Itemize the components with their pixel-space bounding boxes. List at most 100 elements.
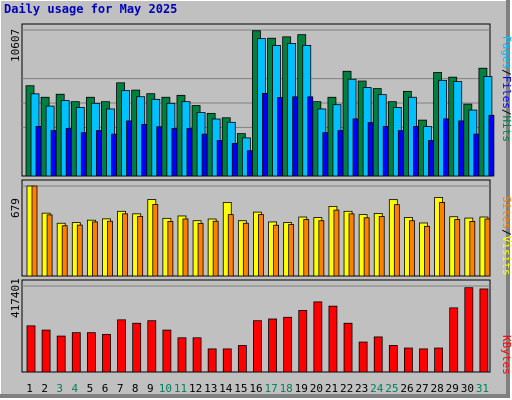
bar-kbytes-day-3 [56,335,66,373]
bar-kbytes-day-16 [253,320,262,373]
bar-sites-day-29 [454,219,461,277]
bar-pages-day-14 [231,142,238,177]
x-tick-day-27: 27 [415,382,428,395]
bar-sites-day-16 [258,214,264,277]
y-axis-max-labels: 10607 679 417401 [9,29,22,318]
x-tick-day-20: 20 [310,382,323,395]
bar-kbytes-day-28 [434,347,444,373]
legend-separator: / [500,69,512,76]
x-tick-day-6: 6 [102,382,109,395]
bar-pages-day-10 [171,128,178,177]
bar-sites-day-12 [197,222,204,277]
bar-kbytes-day-13 [207,348,217,373]
bar-pages-day-31 [488,114,495,177]
bar-sites-day-25 [393,204,400,277]
bar-pages-day-3 [65,128,72,177]
legend-separator: / [500,109,512,116]
legend-hits: Hits [500,116,512,143]
bar-pages-day-26 [413,126,419,177]
x-tick-day-25: 25 [385,382,398,395]
bar-kbytes-day-4 [71,332,81,373]
x-tick-day-2: 2 [41,382,48,395]
bar-sites-day-27 [424,225,430,277]
bar-kbytes-day-27 [419,348,428,373]
x-tick-day-31: 31 [476,382,489,395]
bar-kbytes-day-8 [132,322,142,373]
bar-sites-day-9 [152,204,159,277]
x-tick-day-24: 24 [370,382,384,395]
bar-pages-day-7 [126,120,132,177]
bar-pages-day-25 [397,130,404,177]
x-tick-day-8: 8 [132,382,139,395]
bar-kbytes-day-26 [404,347,413,373]
bar-pages-day-15 [246,150,253,177]
x-tick-day-19: 19 [295,382,308,395]
bar-sites-day-8 [137,215,144,277]
bar-pages-day-30 [473,133,480,177]
x-tick-day-22: 22 [340,382,353,395]
legend-separator: / [500,229,512,236]
x-tick-day-9: 9 [147,382,154,395]
bar-kbytes-day-25 [388,345,398,373]
bar-pages-day-5 [95,130,102,177]
bar-kbytes-day-23 [358,341,368,373]
x-tick-day-10: 10 [159,382,172,395]
bar-kbytes-day-24 [373,336,383,373]
bar-kbytes-day-5 [86,332,96,373]
bar-sites-day-7 [122,213,128,277]
x-tick-day-21: 21 [325,382,338,395]
legend-pages: Pages [500,36,512,69]
x-tick-day-7: 7 [117,382,124,395]
legend-sites: Sites [500,196,512,229]
bar-sites-day-11 [182,218,189,277]
bar-sites-day-23 [363,217,370,277]
x-tick-day-1: 1 [26,382,33,395]
x-tick-day-12: 12 [189,382,202,395]
x-tick-day-15: 15 [234,382,247,395]
bar-pages-day-20 [322,132,329,177]
bar-pages-day-19 [307,96,314,177]
legend-files: Files [500,76,512,109]
x-axis-ticks: 1 2 3 4 5 6 7 8 9 10 11 12 13 14 15 16 17 18 19 20 21 22 23 24 2… [26,382,489,395]
bar-kbytes-day-20 [313,301,323,373]
bar-pages-day-2 [50,130,57,177]
x-tick-day-3: 3 [56,382,63,395]
bar-kbytes-day-2 [41,329,51,373]
bar-sites-day-5 [91,221,98,277]
y-max-label-pages-files-hits: 10607 [9,29,22,62]
bar-kbytes-day-17 [268,318,277,373]
bar-kbytes-day-1 [26,325,36,373]
bar-kbytes-day-11 [177,337,187,373]
bar-sites-day-18 [288,224,295,277]
bar-sites-day-22 [348,213,355,277]
bar-pages-day-11 [186,128,193,177]
bar-sites-day-30 [469,220,476,277]
bar-pages-day-16 [262,93,268,177]
bar-pages-day-27 [428,140,434,177]
bar-pages-day-8 [141,123,148,177]
legend-visits: Visits [500,236,512,276]
x-tick-day-16: 16 [249,382,262,395]
bar-kbytes-day-29 [449,307,459,373]
bar-pages-day-28 [443,118,450,177]
bar-sites-day-15 [242,222,249,277]
bar-kbytes-day-10 [162,329,172,373]
x-tick-day-30: 30 [461,382,474,395]
bar-pages-day-4 [80,132,87,177]
bar-kbytes-day-12 [192,337,202,373]
bar-sites-day-24 [378,216,385,277]
x-tick-day-11: 11 [174,382,187,395]
legend-kbytes-label: KBytes [500,335,512,375]
bar-pages-day-17 [277,97,283,177]
bar-kbytes-day-18 [283,316,293,373]
bar-kbytes-day-22 [343,322,353,373]
bar-sites-day-14 [227,214,234,277]
bar-pages-day-23 [367,122,374,177]
bar-kbytes-day-19 [298,310,308,373]
x-tick-day-17: 17 [264,382,277,395]
chart-title: Daily usage for May 2025 [4,2,178,16]
bar-sites-day-31 [484,218,491,277]
bar-pages-day-22 [352,118,359,177]
bar-pages-day-13 [216,140,223,177]
bar-kbytes-day-9 [147,320,157,373]
